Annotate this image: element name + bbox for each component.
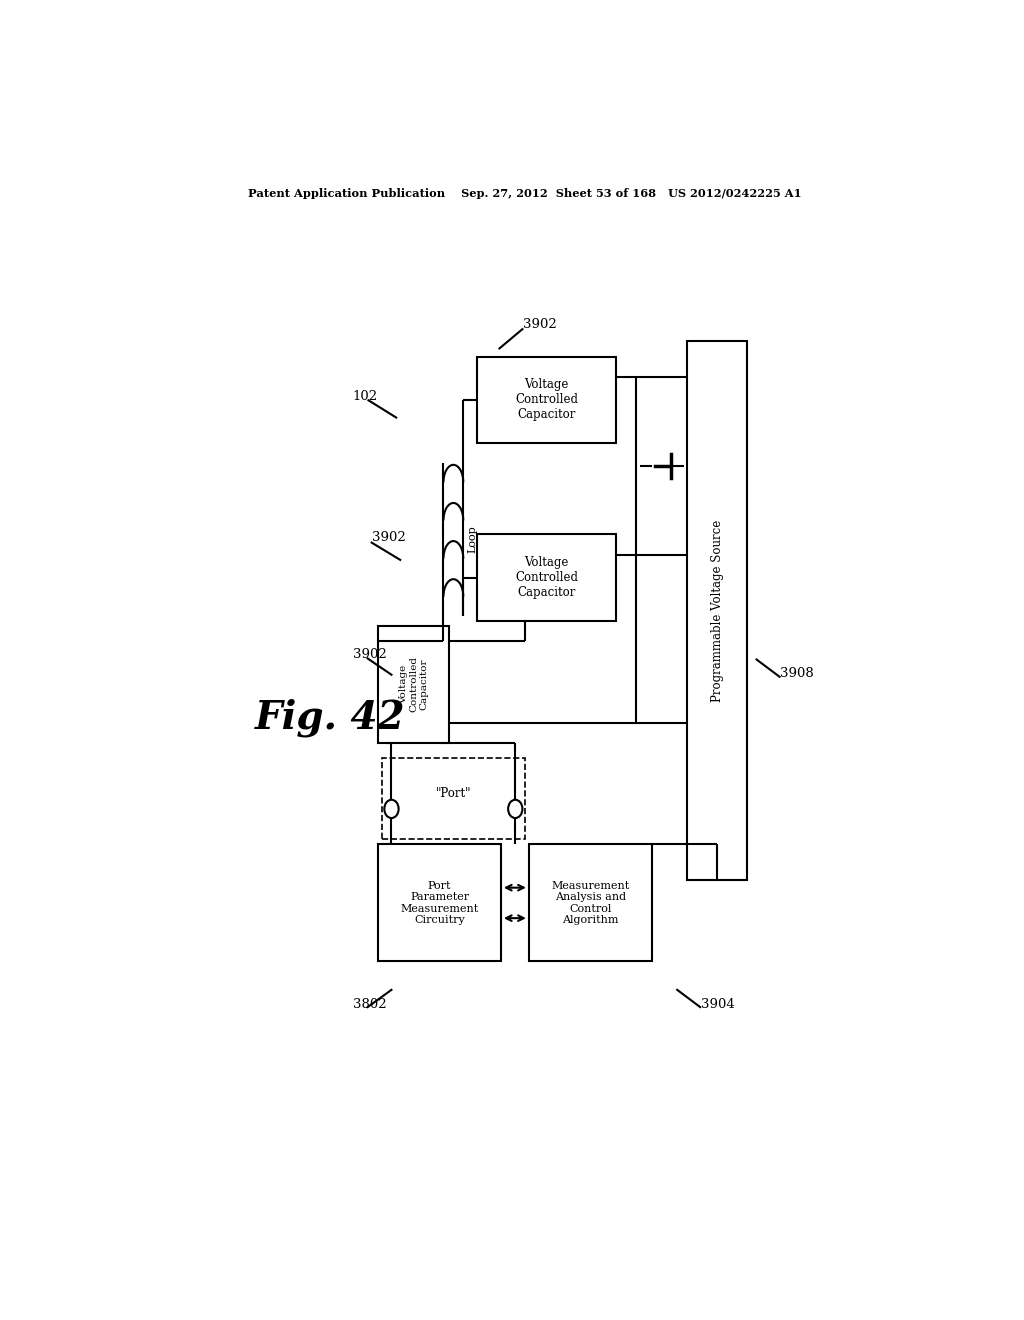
Text: Port
Parameter
Measurement
Circuitry: Port Parameter Measurement Circuitry: [400, 880, 478, 925]
Text: Fig. 42: Fig. 42: [255, 698, 406, 737]
Text: 3902: 3902: [373, 531, 407, 544]
Text: 3908: 3908: [780, 667, 814, 680]
Text: Loop: Loop: [468, 525, 478, 553]
Text: 3902: 3902: [523, 318, 557, 330]
Text: Programmable Voltage Source: Programmable Voltage Source: [711, 520, 724, 702]
Text: 3904: 3904: [701, 998, 735, 1011]
Text: Measurement
Analysis and
Control
Algorithm: Measurement Analysis and Control Algorit…: [551, 880, 630, 925]
Text: 3802: 3802: [352, 998, 386, 1011]
Text: Voltage
Controlled
Capacitor: Voltage Controlled Capacitor: [515, 379, 579, 421]
Text: Patent Application Publication    Sep. 27, 2012  Sheet 53 of 168   US 2012/02422: Patent Application Publication Sep. 27, …: [248, 189, 802, 199]
Text: Voltage
Controlled
Capacitor: Voltage Controlled Capacitor: [515, 556, 579, 599]
Text: "Port": "Port": [435, 787, 471, 800]
Text: 3902: 3902: [352, 648, 386, 661]
Text: Voltage
Controlled
Capacitor: Voltage Controlled Capacitor: [398, 656, 429, 713]
Text: 102: 102: [352, 389, 378, 403]
